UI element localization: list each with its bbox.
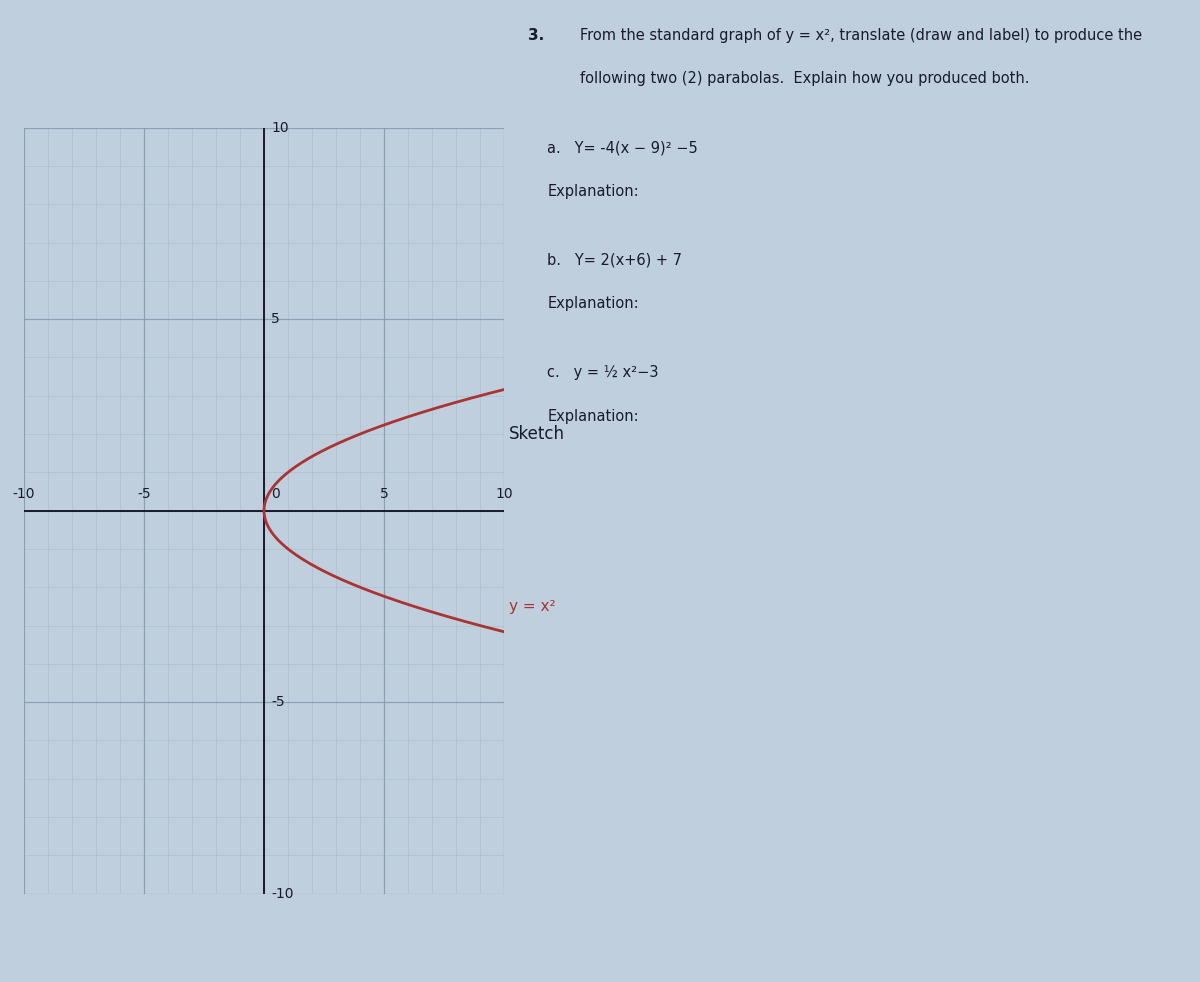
Text: 5: 5 [379,487,389,501]
Text: -5: -5 [137,487,151,501]
Text: Explanation:: Explanation: [547,184,640,198]
Text: c.   y = ½ x²−3: c. y = ½ x²−3 [547,365,659,380]
Text: -10: -10 [271,887,294,900]
Text: 3.: 3. [528,28,545,43]
Text: 10: 10 [496,487,512,501]
Text: -5: -5 [271,695,284,709]
Text: 10: 10 [271,121,289,135]
Text: 5: 5 [271,312,280,326]
Text: -10: -10 [13,487,35,501]
Text: a.   Y= -4(x − 9)² −5: a. Y= -4(x − 9)² −5 [547,140,698,155]
Text: b.   Y= 2(x+6) + 7: b. Y= 2(x+6) + 7 [547,253,683,268]
Text: 0: 0 [271,487,280,501]
Text: From the standard graph of y = x², translate (draw and label) to produce the: From the standard graph of y = x², trans… [580,28,1142,43]
Text: Explanation:: Explanation: [547,409,640,423]
Text: Explanation:: Explanation: [547,297,640,311]
Text: following two (2) parabolas.  Explain how you produced both.: following two (2) parabolas. Explain how… [580,72,1030,86]
Text: y = x²: y = x² [509,599,556,614]
Text: Sketch: Sketch [509,425,565,443]
